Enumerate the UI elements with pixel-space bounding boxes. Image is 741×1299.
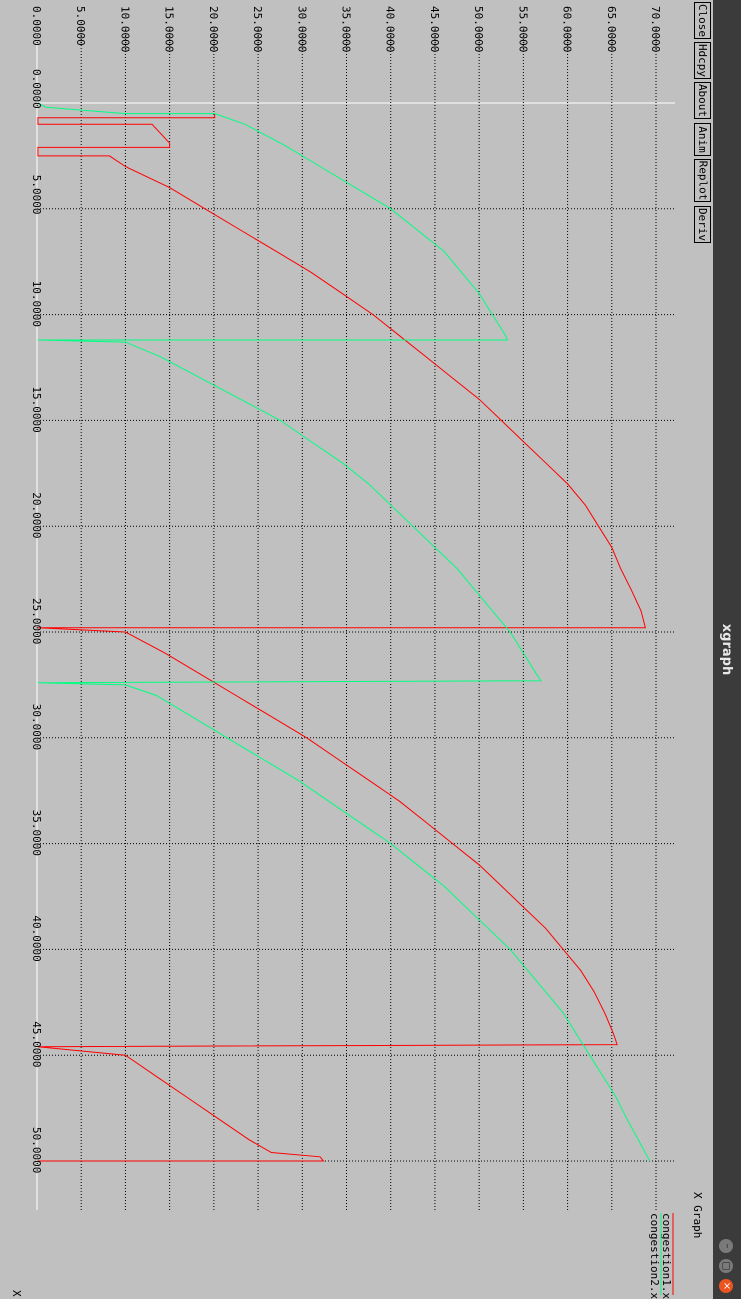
x-tick-label: 40.0000 — [30, 915, 43, 961]
minimize-glyph: – — [721, 1243, 732, 1249]
about-button-label: About — [696, 83, 709, 118]
close-window-glyph: × — [720, 1281, 732, 1291]
y-tick-label: 60.0000 — [561, 6, 574, 52]
x-tick-label: 5.0000 — [30, 175, 43, 215]
x-tick-label: 50.0000 — [30, 1127, 43, 1173]
x-tick-label: 25.0000 — [30, 598, 43, 644]
y-tick-label: 15.0000 — [163, 6, 176, 52]
title-layer: X Graph X — [10, 1192, 704, 1297]
plot-canvas: 0.0000 5.0000 10.0000 15.0000 20.0000 25.0000… — [10, 6, 704, 1299]
legend-label-1: congestion1.xg — [660, 1213, 673, 1299]
x-tick-label: 15.0000 — [30, 386, 43, 432]
y-tick-label: 20.0000 — [207, 6, 220, 52]
y-tick-label: 50.0000 — [472, 6, 485, 52]
x-tick-label: 35.0000 — [30, 810, 43, 856]
series-line-1 — [37, 113, 647, 1162]
deriv-button[interactable]: Deriv — [694, 206, 711, 243]
y-tick-label: 35.0000 — [340, 6, 353, 52]
hdcpy-button[interactable]: Hdcpy — [694, 42, 711, 79]
y-tick-label: 55.0000 — [516, 6, 529, 52]
window-title-container: xgraph — [713, 0, 741, 1299]
close-button-label: Close — [696, 3, 709, 38]
window-title: xgraph — [719, 623, 735, 676]
maximize-icon[interactable]: ▢ — [719, 1259, 733, 1273]
series-layer — [37, 102, 651, 1162]
about-button[interactable]: About — [694, 82, 711, 119]
minimize-icon[interactable]: – — [719, 1239, 733, 1253]
y-tick-label: 5.0000 — [74, 6, 87, 46]
x-tick-label: 45.0000 — [30, 1021, 43, 1067]
hdcpy-button-label: Hdcpy — [696, 43, 709, 78]
anim-button[interactable]: Anim — [694, 123, 711, 156]
x-tick-label: 20.0000 — [30, 492, 43, 538]
y-tick-label: 10.0000 — [118, 6, 131, 52]
y-tick-label: 45.0000 — [428, 6, 441, 52]
x-tick-label: 30.0000 — [30, 704, 43, 750]
y-tick-label: 40.0000 — [384, 6, 397, 52]
x-axis-label: X — [10, 1290, 23, 1297]
chart-title: X Graph — [691, 1192, 704, 1238]
legend-label-2: congestion2.xg — [648, 1213, 661, 1299]
grid-layer — [36, 30, 675, 1210]
replot-button-label: Replot — [696, 160, 709, 201]
close-window-icon[interactable]: × — [719, 1279, 733, 1293]
tick-layer: 0.0000 5.0000 10.0000 15.0000 20.0000 25.0000… — [30, 6, 662, 1173]
maximize-glyph: ▢ — [720, 1261, 732, 1271]
series-line-2 — [37, 102, 651, 1162]
y-tick-label: 25.0000 — [251, 6, 264, 52]
close-button[interactable]: Close — [694, 2, 711, 39]
x-tick-label: 10.0000 — [30, 281, 43, 327]
y-tick-label: 65.0000 — [605, 6, 618, 52]
y-tick-label: 0.0000 — [30, 6, 43, 46]
window-titlebar[interactable] — [713, 0, 741, 1299]
anim-button-label: Anim — [696, 126, 709, 153]
replot-button[interactable]: Replot — [694, 159, 711, 202]
y-tick-label: 30.0000 — [295, 6, 308, 52]
x-tick-label: 0.0000 — [30, 69, 43, 109]
deriv-button-label: Deriv — [696, 207, 709, 242]
y-tick-label: 70.0000 — [649, 6, 662, 52]
